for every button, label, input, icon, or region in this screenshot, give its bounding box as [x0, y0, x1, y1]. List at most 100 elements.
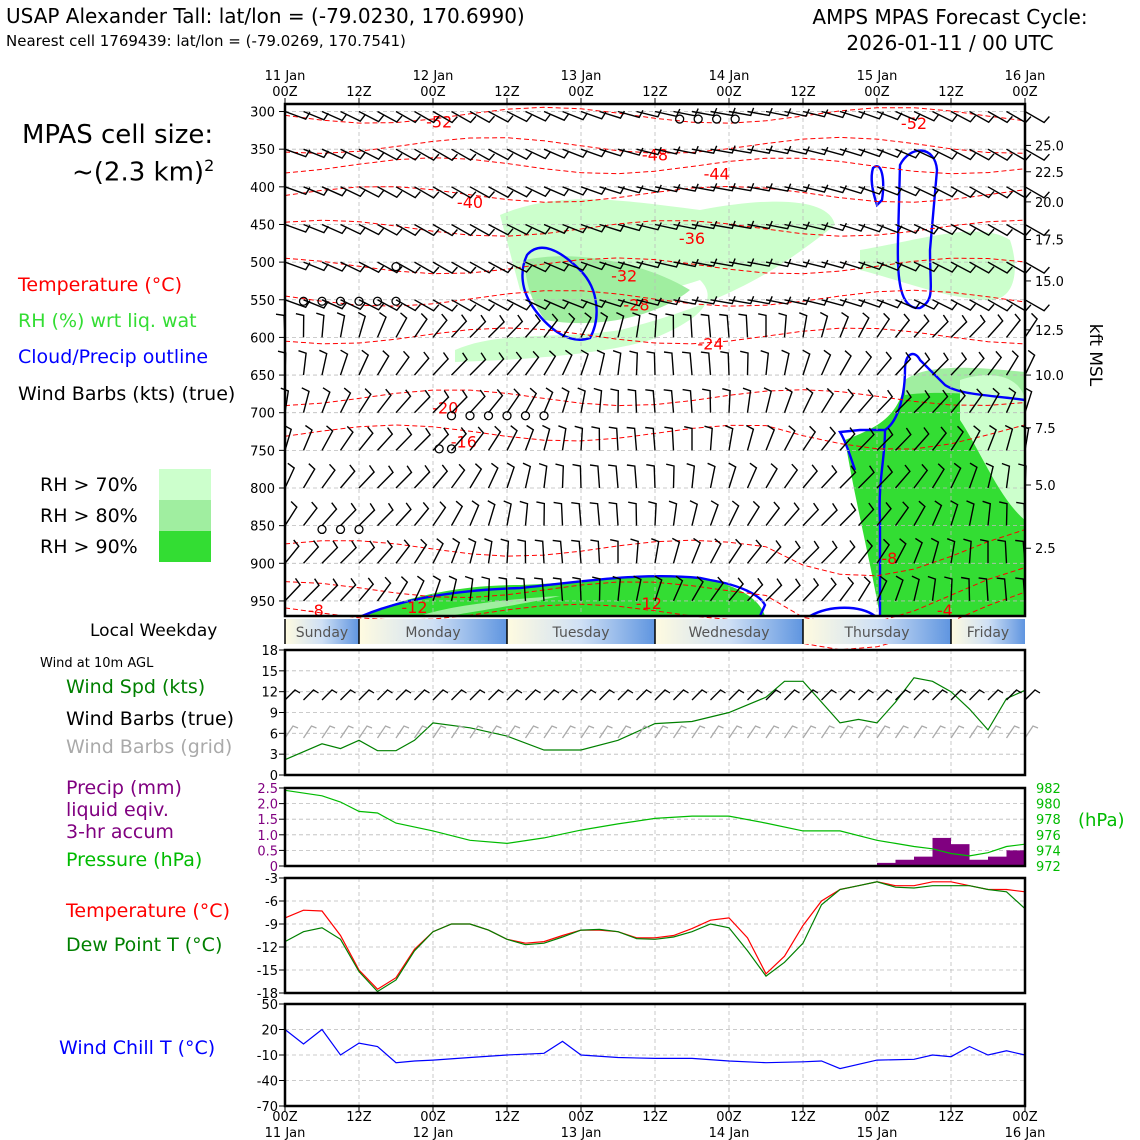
- wind-barb: [931, 426, 947, 451]
- wind-barb: [590, 539, 601, 564]
- wind-barb: [765, 145, 792, 155]
- wind-barb: [395, 389, 412, 414]
- wind-barb: [543, 223, 570, 235]
- wind-barb: [487, 388, 504, 414]
- wind-barb: [487, 352, 505, 376]
- wind-barb: [783, 463, 799, 489]
- wind-barb: [710, 107, 736, 117]
- wind-barb: [469, 148, 496, 161]
- wind-barb: [820, 540, 838, 564]
- wind-barb: [376, 539, 394, 564]
- wind-barb: [543, 110, 570, 122]
- wind-barb: [561, 387, 570, 413]
- wind-barb: [969, 110, 995, 124]
- wind-barb: [321, 299, 348, 310]
- y-tick-450: 450: [250, 218, 275, 233]
- top-hour-4: 00Z: [568, 85, 594, 100]
- calm-circle-17: [354, 524, 364, 535]
- wind-barb: [487, 462, 499, 489]
- wind-barb-grid: [913, 725, 928, 739]
- temp-contour-label-2: -48: [642, 145, 668, 164]
- wind-barb: [506, 462, 515, 489]
- wind-barb: [691, 145, 718, 154]
- wind-barb: [591, 426, 601, 451]
- wind-barb: [580, 148, 607, 158]
- wind-barb: [950, 314, 968, 338]
- wind-barb: [999, 501, 1008, 526]
- wind-barb-true: [414, 689, 430, 701]
- wind-barb: [784, 578, 801, 602]
- wind-barb: [728, 295, 755, 305]
- wind-ytick: 15: [261, 665, 278, 680]
- wind-barb: [704, 425, 713, 451]
- wind-barb-grid: [709, 725, 724, 739]
- wind-barb: [1024, 312, 1038, 338]
- wind-barb: [358, 110, 385, 123]
- wind-barb: [553, 501, 564, 526]
- temperature-panel: -18 -15 -12 -9 -6 -3: [257, 872, 1027, 1002]
- wind-barb: [654, 575, 663, 602]
- wind-barb: [1024, 387, 1033, 413]
- wind-barb: [498, 576, 508, 601]
- wind-barb: [648, 312, 658, 338]
- wind-barb: [589, 502, 601, 526]
- y-tick-700: 700: [250, 407, 275, 422]
- wind-barb: [1024, 223, 1050, 237]
- wind-ytick: 18: [261, 644, 278, 659]
- wind-barb: [321, 261, 348, 272]
- wind-barb-true: [599, 689, 615, 701]
- precip-bar-7: [1006, 850, 1025, 866]
- calm-circle-11: [520, 411, 531, 421]
- wind-barb-grid: [580, 725, 595, 739]
- wind-barb: [468, 537, 477, 564]
- wind-barb-grid: [894, 725, 909, 739]
- wind-barb: [710, 182, 736, 192]
- wind-barb: [632, 312, 641, 338]
- wind-barb-grid: [635, 725, 650, 739]
- wind-barb: [765, 221, 792, 230]
- temp-ytick: -3: [265, 872, 278, 887]
- wind-barb: [802, 146, 829, 156]
- wind-barb: [377, 299, 403, 312]
- bottom-date-2: 12 Jan: [413, 1126, 454, 1140]
- wind-barb: [525, 110, 551, 122]
- wind-barb: [469, 186, 496, 199]
- wind-barb: [340, 186, 366, 198]
- wind-barb: [488, 299, 514, 311]
- kft-tick-7: 7.5: [1035, 422, 1056, 437]
- wind-barb: [820, 464, 838, 489]
- wind-barb: [894, 464, 911, 489]
- temp-contour-label-0: -52: [426, 112, 452, 131]
- wind-barb: [765, 424, 776, 451]
- top-date-10: 16 Jan: [1005, 69, 1046, 84]
- wind-barb-true: [839, 689, 856, 701]
- wind-barb: [950, 425, 964, 451]
- kft-tick-5: 12.5: [1035, 324, 1064, 339]
- weekday-label-1: Monday: [405, 625, 460, 641]
- wind-barb: [746, 462, 758, 489]
- wind-barb: [542, 424, 551, 451]
- wind-ytick: 3: [270, 748, 278, 763]
- bottom-date-6: 14 Jan: [709, 1126, 750, 1140]
- top-date-2: 12 Jan: [413, 69, 454, 84]
- wind-barb-grid: [857, 725, 872, 739]
- wind-barb: [284, 577, 302, 602]
- wind-barb: [686, 463, 696, 489]
- wind-barb: [691, 220, 718, 230]
- wind-barb: [284, 299, 311, 309]
- wind-barb: [339, 464, 356, 489]
- calm-circle-9: [483, 411, 494, 421]
- precip-ytick: 0.5: [257, 844, 278, 859]
- wind-barb: [802, 184, 829, 193]
- precip-bar-5: [969, 859, 988, 866]
- weekday-cell-3: [655, 619, 803, 644]
- temp-contour-label-8: -24: [697, 334, 723, 353]
- wind-barb: [596, 349, 606, 376]
- bottom-hour-1: 12Z: [346, 1110, 372, 1125]
- dewpoint-legend: Dew Point T (°C): [66, 934, 223, 956]
- temp-contour--36: [284, 219, 1026, 237]
- cloud-outline-4: [361, 574, 767, 618]
- wind-barb-true: [525, 689, 541, 701]
- wind-barb: [484, 538, 493, 564]
